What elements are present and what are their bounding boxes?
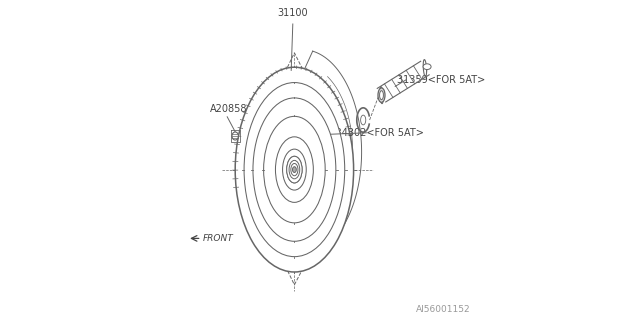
Text: F34302<FOR 5AT>: F34302<FOR 5AT>: [330, 128, 424, 138]
Ellipse shape: [287, 156, 302, 183]
Ellipse shape: [264, 116, 325, 223]
Ellipse shape: [423, 64, 431, 69]
Text: AI56001152: AI56001152: [416, 305, 470, 314]
Ellipse shape: [253, 98, 336, 241]
Ellipse shape: [378, 88, 385, 102]
Text: 31100: 31100: [278, 8, 308, 18]
Ellipse shape: [244, 83, 345, 257]
Text: FRONT: FRONT: [204, 234, 234, 243]
Ellipse shape: [236, 67, 353, 272]
Ellipse shape: [360, 115, 366, 125]
Text: 31359<FOR 5AT>: 31359<FOR 5AT>: [397, 75, 485, 85]
Text: A20858: A20858: [210, 104, 247, 114]
Ellipse shape: [232, 132, 238, 140]
Ellipse shape: [289, 160, 300, 179]
Ellipse shape: [292, 167, 296, 172]
Ellipse shape: [291, 164, 298, 176]
Ellipse shape: [287, 156, 302, 183]
Ellipse shape: [275, 137, 314, 202]
Ellipse shape: [380, 91, 383, 100]
Ellipse shape: [283, 149, 307, 190]
